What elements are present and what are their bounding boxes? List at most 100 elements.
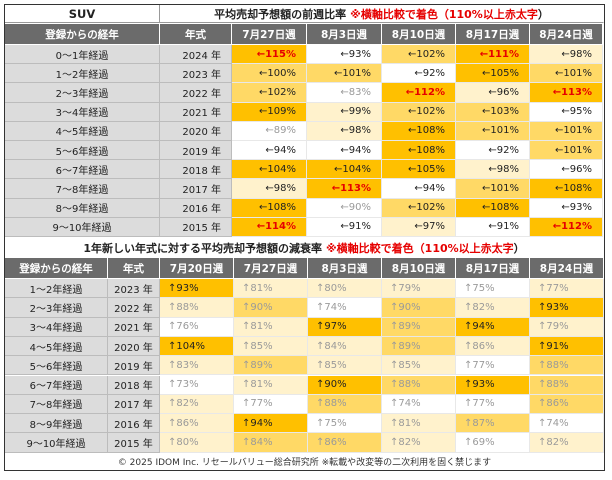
table1-title-main: 平均売却予想額の前週比率 [214, 7, 347, 21]
value-cell: ←108% [382, 141, 456, 161]
value-cell: ↑91% [530, 336, 604, 357]
table-row: 1～2年経過 2023 年 ←100% ←101% ←92% ←105% ←101% [5, 64, 603, 84]
row-age-label: 9～10年経過 [5, 433, 108, 453]
row-age-label: 4～5年経過 [5, 121, 160, 141]
value-cell: ↑77% [234, 394, 308, 415]
value-cell: ↑83% [160, 356, 234, 376]
table-row: 3～4年経過 2021 年 ↑76% ↑81% ↑97% ↑89% ↑94% ↑79% [5, 317, 604, 337]
row-age-label: 4～5年経過 [5, 336, 108, 357]
table-row: 2～3年経過 2022 年 ←102% ←83% ←112% ←96% ←113% [5, 83, 603, 103]
value-cell: ←112% [530, 217, 603, 237]
value-cell: ←95% [530, 102, 603, 122]
value-cell: ←94% [307, 141, 382, 161]
row-age-label: 9～10年経過 [5, 217, 160, 237]
value-cell: ←98% [530, 45, 603, 65]
value-cell: ←111% [456, 45, 530, 65]
value-cell: ↑88% [382, 375, 456, 395]
value-cell: ←93% [530, 198, 603, 218]
value-cell: ←104% [307, 160, 382, 180]
value-cell: ←101% [307, 64, 382, 84]
table-row: 7～8年経過 2017 年 ↑82% ↑77% ↑88% ↑74% ↑77% ↑86% [5, 394, 604, 415]
row-year-label: 2020 年 [160, 121, 232, 141]
value-cell: ↑75% [308, 414, 382, 434]
value-cell: ↑87% [456, 414, 530, 434]
value-cell: ↑73% [160, 375, 234, 395]
value-cell: ←101% [530, 64, 603, 84]
table1-title-red: 赤太字 [504, 7, 538, 21]
table-row: 4～5年経過 2020 年 ←89% ←98% ←108% ←101% ←101% [5, 121, 603, 141]
row-age-label: 6～7年経過 [5, 160, 160, 180]
value-cell: ←103% [456, 102, 530, 122]
value-cell: ←98% [307, 121, 382, 141]
table1-title: 平均売却予想額の前週比率 ※横軸比較で着色（110%以上 赤太字 ） [160, 5, 604, 23]
value-cell: ←102% [232, 83, 307, 103]
value-cell: ↑81% [234, 317, 308, 337]
value-cell: ↑76% [160, 317, 234, 337]
value-cell: ←109% [232, 102, 307, 122]
value-cell: ←83% [307, 83, 382, 103]
table-row: 9～10年経過 2015 年 ↑80% ↑84% ↑86% ↑82% ↑69% ↑82% [5, 433, 604, 453]
value-cell: ↑82% [160, 394, 234, 415]
value-cell: ←101% [456, 121, 530, 141]
value-cell: ←92% [382, 64, 456, 84]
value-cell: ↑104% [160, 336, 234, 357]
value-cell: ←92% [456, 141, 530, 161]
value-cell: ←96% [530, 160, 603, 180]
table1-title-row: SUV 平均売却予想額の前週比率 ※横軸比較で着色（110%以上 赤太字 ） [5, 5, 604, 23]
value-cell: ←113% [530, 83, 603, 103]
value-cell: ↑89% [234, 356, 308, 376]
row-age-label: 2～3年経過 [5, 298, 108, 318]
table-row: 7～8年経過 2017 年 ←98% ←113% ←94% ←101% ←108% [5, 179, 603, 199]
value-cell: ↑82% [382, 433, 456, 453]
value-cell: ↑77% [456, 394, 530, 415]
value-cell: ↑88% [530, 375, 604, 395]
value-cell: ←102% [382, 198, 456, 218]
table1-header-year: 年式 [160, 24, 232, 45]
table1-week-header: 8月3日週 [307, 24, 382, 45]
row-year-label: 2015 年 [108, 433, 160, 453]
table2-title-main: 1年新しい年式に対する平均売却予想額の減衰率 [83, 241, 322, 255]
row-year-label: 2018 年 [108, 375, 160, 395]
row-year-label: 2022 年 [160, 83, 232, 103]
value-cell: ↑84% [308, 336, 382, 357]
table2-title-red: 赤太字 [480, 241, 514, 255]
row-age-label: 7～8年経過 [5, 179, 160, 199]
row-age-label: 1～2年経過 [5, 279, 108, 299]
value-cell: ←105% [382, 160, 456, 180]
row-year-label: 2021 年 [108, 317, 160, 337]
table1-header-age: 登録からの経年 [5, 24, 160, 45]
value-cell: ←89% [232, 121, 307, 141]
value-cell: ↑90% [382, 298, 456, 318]
value-cell: ←115% [232, 45, 307, 65]
value-cell: ↑74% [308, 298, 382, 318]
table-row: 4～5年経過 2020 年 ↑104% ↑85% ↑84% ↑89% ↑86% ↑91% [5, 336, 604, 357]
row-year-label: 2021 年 [160, 102, 232, 122]
table2-header-year: 年式 [108, 258, 160, 279]
value-cell: ←108% [382, 121, 456, 141]
value-cell: ↑97% [308, 317, 382, 337]
value-cell: ↑90% [234, 298, 308, 318]
row-year-label: 2022 年 [108, 298, 160, 318]
value-cell: ←94% [382, 179, 456, 199]
value-cell: ←98% [232, 179, 307, 199]
value-cell: ↑69% [456, 433, 530, 453]
value-cell: ↑93% [160, 279, 234, 299]
table-row: 8～9年経過 2016 年 ↑86% ↑94% ↑75% ↑81% ↑87% ↑74% [5, 414, 604, 434]
copyright-footer: © 2025 IDOM Inc. リセールバリュー総合研究所 ※転載や改変等の二… [117, 457, 492, 468]
value-cell: ↑81% [382, 414, 456, 434]
row-year-label: 2023 年 [108, 279, 160, 299]
row-age-label: 3～4年経過 [5, 317, 108, 337]
value-cell: ↑88% [160, 298, 234, 318]
value-cell: ↑82% [530, 433, 604, 453]
value-cell: ↑85% [234, 336, 308, 357]
value-cell: ←108% [232, 198, 307, 218]
value-cell: ↑75% [456, 279, 530, 299]
value-cell: ↑89% [382, 317, 456, 337]
row-year-label: 2015 年 [160, 217, 232, 237]
table2-week-header: 7月20日週 [160, 258, 234, 279]
table2-title-close: ） [513, 241, 525, 255]
row-year-label: 2019 年 [160, 141, 232, 161]
table1-week-header: 8月24日週 [530, 24, 603, 45]
table1-week-header: 8月10日週 [382, 24, 456, 45]
value-cell: ↑77% [530, 279, 604, 299]
